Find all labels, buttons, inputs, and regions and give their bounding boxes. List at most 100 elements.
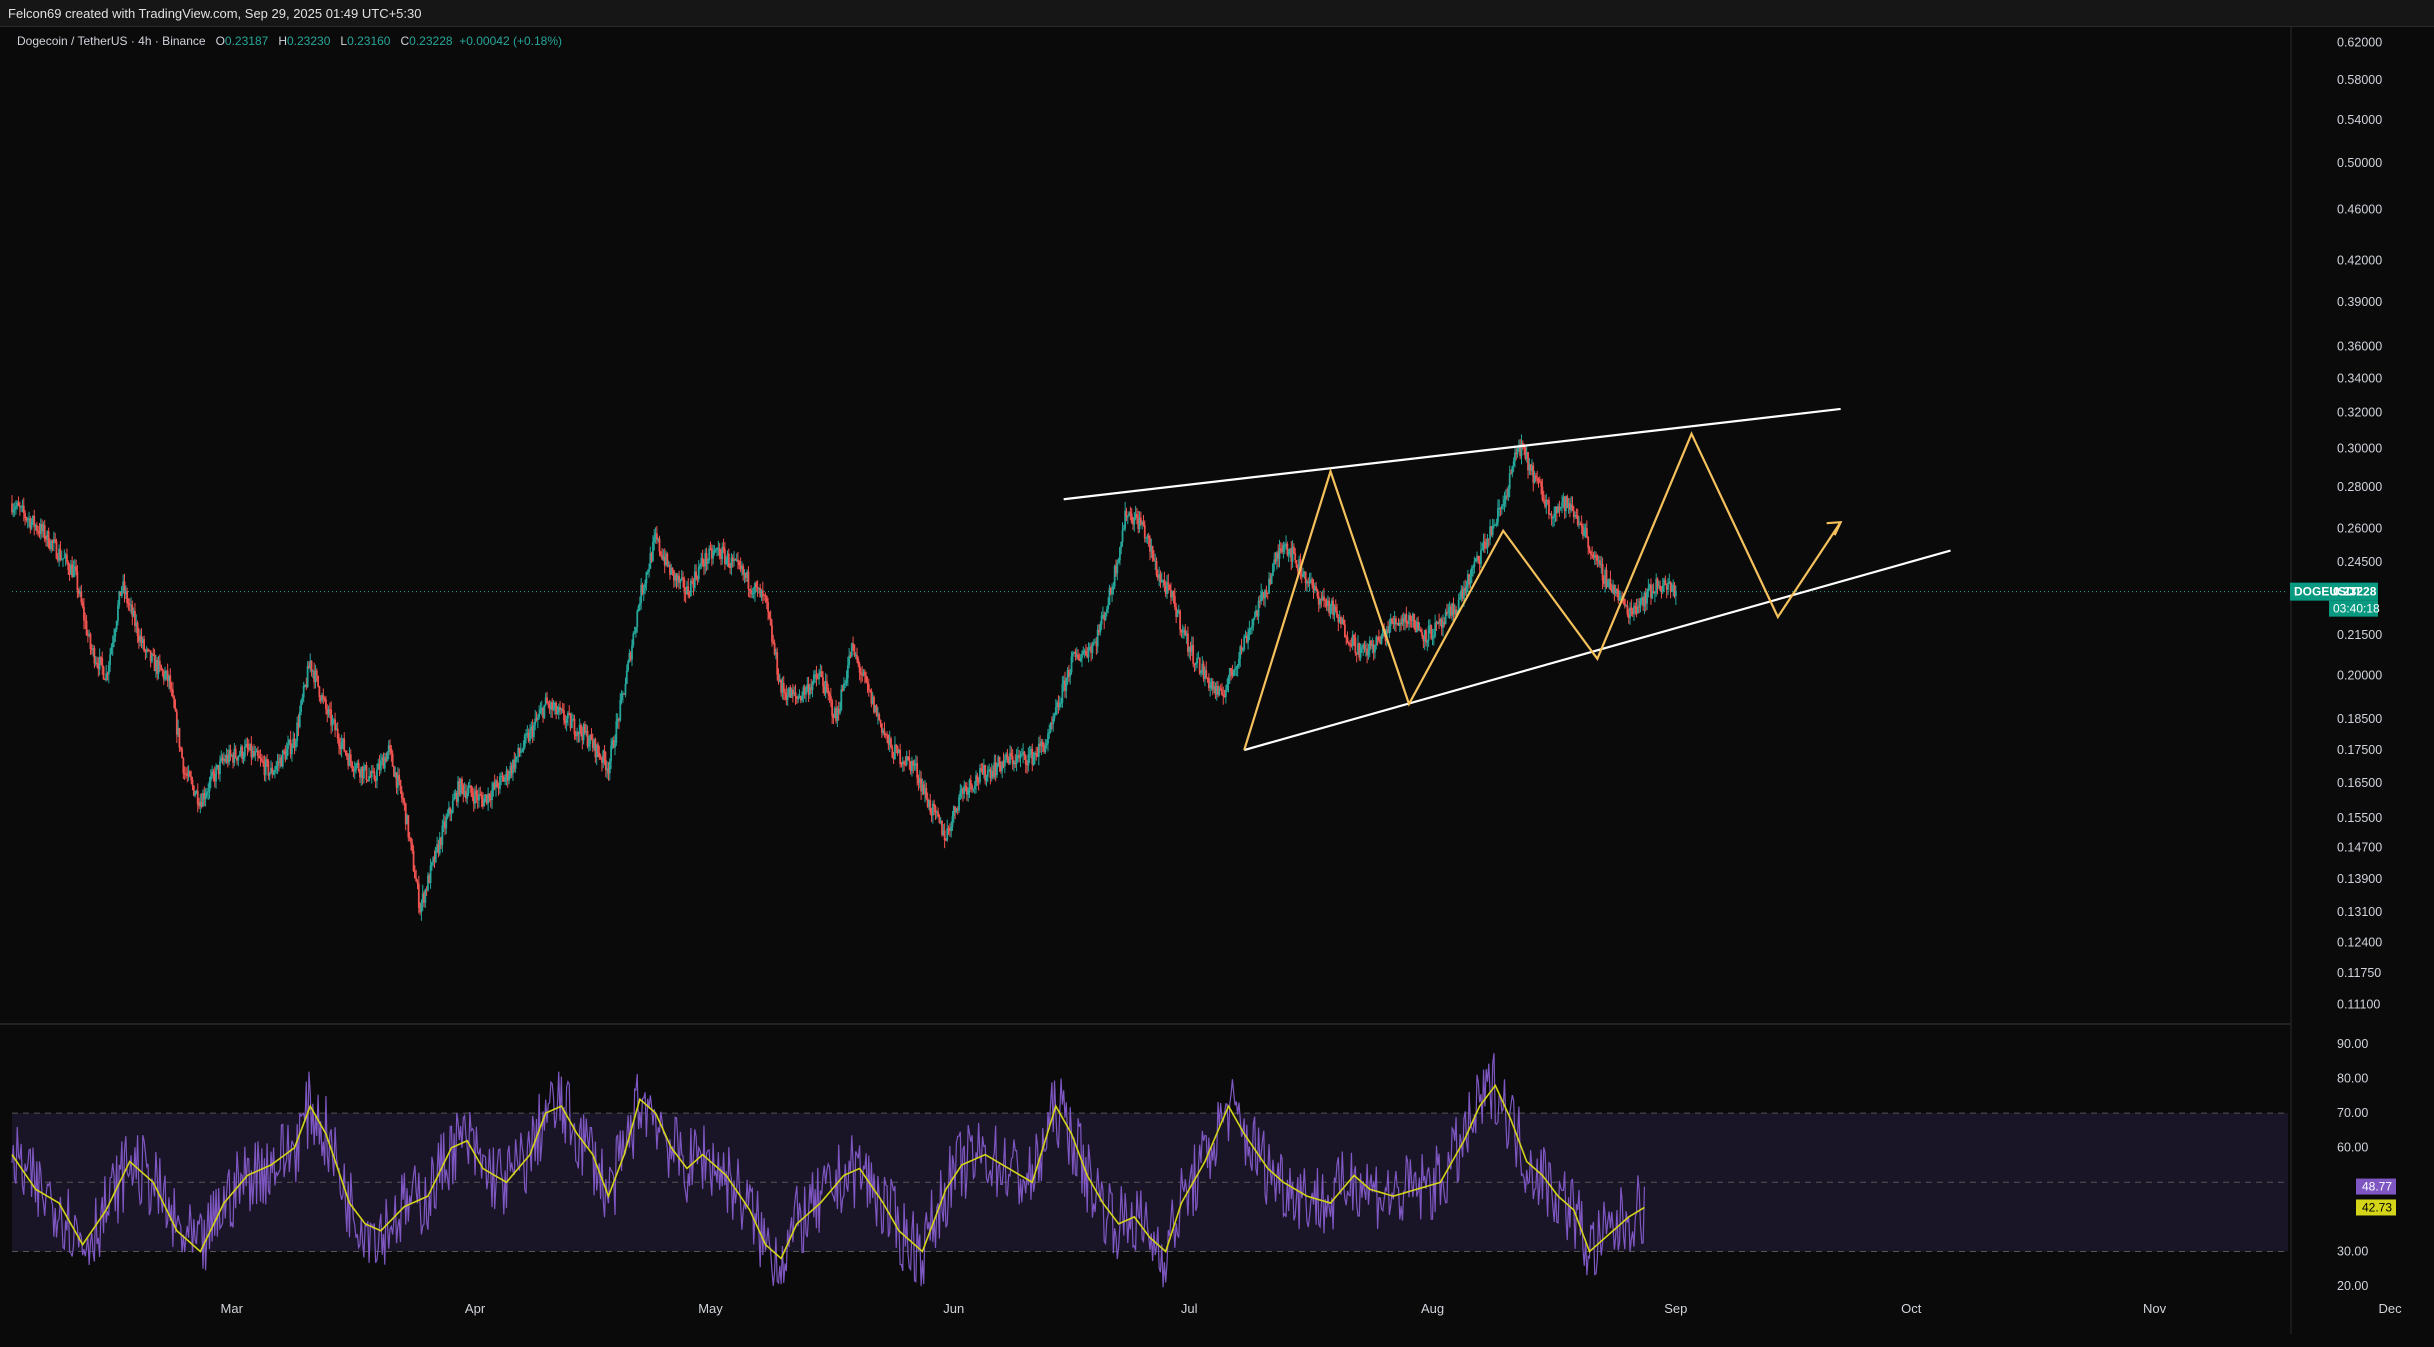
candle[interactable] [1596,554,1599,568]
candle[interactable] [977,777,980,791]
candle[interactable] [247,739,250,753]
candle[interactable] [1104,612,1107,621]
candle[interactable] [90,644,93,655]
candle[interactable] [764,592,767,604]
candle[interactable] [1290,540,1293,571]
candle[interactable] [1558,500,1561,517]
candle[interactable] [686,580,688,595]
candle[interactable] [277,754,280,772]
candle[interactable] [1375,635,1378,650]
candle[interactable] [1153,550,1155,562]
candle[interactable] [965,781,968,801]
candle[interactable] [797,694,800,704]
candle[interactable] [1453,604,1456,618]
candle[interactable] [291,743,293,762]
candle[interactable] [1516,446,1519,458]
candle[interactable] [128,598,131,612]
candle[interactable] [623,693,626,696]
candle[interactable] [42,521,45,538]
candle[interactable] [1372,640,1375,661]
candle[interactable] [1341,617,1344,625]
candle[interactable] [1122,524,1125,531]
candle[interactable] [861,666,864,682]
candle[interactable] [882,728,885,736]
candle[interactable] [1353,634,1355,646]
candle[interactable] [829,687,832,707]
candle[interactable] [164,666,166,682]
candle[interactable] [436,836,439,853]
candle[interactable] [1159,570,1162,588]
candle[interactable] [427,872,429,892]
candle[interactable] [563,703,565,726]
candle[interactable] [492,781,495,797]
candle[interactable] [1061,676,1064,708]
candle[interactable] [1098,623,1100,636]
candle[interactable] [845,670,848,687]
candle[interactable] [1166,575,1168,599]
candle[interactable] [896,745,899,757]
candle[interactable] [514,753,517,773]
candle[interactable] [55,538,58,560]
candle[interactable] [901,756,904,772]
candle[interactable] [950,821,953,838]
candle[interactable] [683,576,686,602]
candle[interactable] [96,656,98,669]
candle[interactable] [216,764,219,770]
candle[interactable] [175,708,178,744]
candle[interactable] [1421,628,1423,639]
candle[interactable] [539,702,542,714]
candle[interactable] [493,774,496,791]
candle[interactable] [1068,664,1070,683]
candle[interactable] [347,752,350,770]
candle[interactable] [888,730,891,753]
candle[interactable] [843,677,845,691]
candle[interactable] [627,659,629,673]
candle[interactable] [1044,738,1047,755]
candle[interactable] [1257,596,1260,624]
candle[interactable] [395,772,398,794]
candle[interactable] [100,656,102,665]
candle[interactable] [508,770,510,785]
candle[interactable] [1103,611,1106,630]
candle[interactable] [1574,511,1577,520]
candle[interactable] [1113,564,1116,590]
candle[interactable] [241,744,244,763]
candle[interactable] [1392,615,1395,629]
candle[interactable] [1371,637,1374,654]
candle[interactable] [131,600,134,626]
candle[interactable] [1646,588,1648,611]
candle[interactable] [1035,746,1038,761]
drawing-layer[interactable] [12,407,2288,752]
candle[interactable] [191,776,194,791]
candle[interactable] [1329,603,1332,619]
candle[interactable] [1073,651,1076,654]
candle[interactable] [453,790,456,801]
candle[interactable] [254,746,257,761]
candle[interactable] [467,781,470,797]
candle[interactable] [1493,519,1495,529]
candle[interactable] [1291,540,1294,568]
candle[interactable] [670,563,673,575]
candle[interactable] [1549,513,1552,516]
candle[interactable] [1088,642,1091,651]
candle[interactable] [903,760,905,772]
candle[interactable] [591,733,594,753]
candle[interactable] [202,789,204,808]
candle[interactable] [912,759,915,774]
candle[interactable] [703,559,705,576]
candle[interactable] [502,774,505,782]
candle[interactable] [1336,603,1338,619]
candle[interactable] [153,649,156,672]
candle[interactable] [173,695,176,709]
candle[interactable] [1507,485,1510,502]
candle[interactable] [328,702,331,719]
candle[interactable] [867,678,870,697]
candle[interactable] [421,884,424,911]
candle[interactable] [582,722,585,745]
candle[interactable] [306,661,309,689]
candle[interactable] [267,759,270,780]
candle[interactable] [709,541,712,551]
candle[interactable] [1032,751,1035,766]
candle[interactable] [718,543,721,560]
candle[interactable] [389,739,391,756]
